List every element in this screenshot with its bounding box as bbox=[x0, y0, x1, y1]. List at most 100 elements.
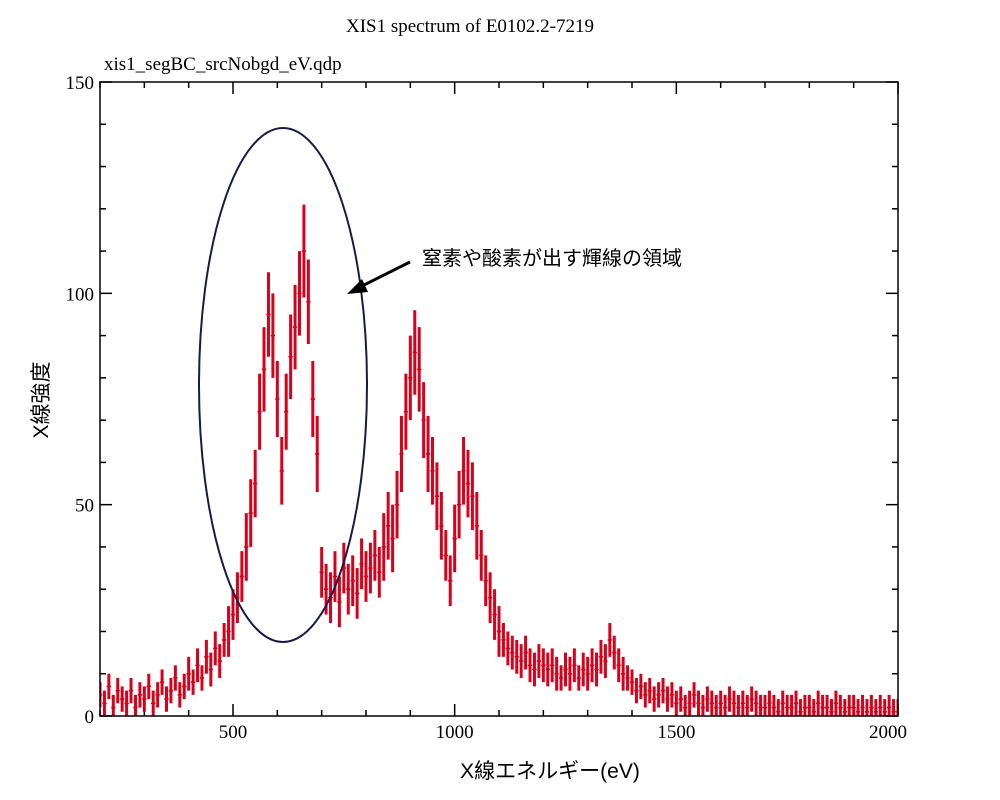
data-point bbox=[869, 694, 874, 716]
data-point bbox=[266, 272, 271, 357]
x-axis-label: X線エネルギー(eV) bbox=[460, 760, 640, 783]
data-point bbox=[767, 690, 772, 716]
data-point bbox=[598, 639, 604, 674]
data-point bbox=[745, 694, 750, 716]
data-point bbox=[133, 694, 138, 716]
data-point bbox=[119, 686, 125, 712]
data-point bbox=[115, 677, 120, 704]
data-point bbox=[257, 373, 262, 450]
data-point bbox=[283, 373, 289, 450]
data-point bbox=[864, 699, 870, 716]
data-point bbox=[585, 656, 590, 691]
data-point bbox=[137, 682, 143, 708]
data-point bbox=[399, 415, 404, 492]
data-point bbox=[833, 690, 839, 716]
data-point bbox=[346, 563, 351, 615]
data-points bbox=[100, 204, 898, 716]
data-point bbox=[372, 530, 378, 581]
data-point bbox=[536, 644, 542, 678]
data-point bbox=[421, 382, 426, 459]
data-point bbox=[430, 437, 435, 505]
data-point bbox=[213, 631, 218, 666]
y-tick-label: 100 bbox=[66, 284, 95, 305]
data-point bbox=[811, 699, 816, 716]
data-point bbox=[394, 470, 400, 539]
x-tick-label: 2000 bbox=[869, 722, 907, 743]
data-point bbox=[425, 415, 431, 492]
data-point bbox=[576, 665, 582, 691]
data-point bbox=[860, 694, 865, 716]
data-point bbox=[824, 694, 830, 716]
data-point bbox=[146, 673, 151, 700]
data-point bbox=[173, 665, 178, 691]
data-point bbox=[873, 699, 879, 716]
data-point bbox=[439, 491, 444, 560]
data-point bbox=[150, 690, 156, 716]
data-point bbox=[696, 690, 701, 716]
data-point bbox=[616, 648, 621, 683]
x-tick-label: 1000 bbox=[436, 722, 474, 743]
data-point bbox=[128, 677, 134, 704]
data-point bbox=[301, 204, 307, 298]
data-point bbox=[487, 572, 493, 624]
data-point bbox=[408, 335, 413, 421]
data-point bbox=[492, 589, 497, 640]
data-point bbox=[549, 648, 555, 683]
data-point bbox=[381, 513, 386, 581]
data-point bbox=[665, 686, 670, 712]
data-point bbox=[674, 690, 679, 716]
chart-title: XIS1 spectrum of E0102.2-7219 bbox=[346, 16, 594, 37]
data-point bbox=[354, 568, 360, 619]
data-point bbox=[687, 690, 692, 716]
data-point bbox=[678, 686, 683, 712]
data-point bbox=[434, 462, 440, 531]
data-point bbox=[740, 690, 746, 716]
data-point bbox=[731, 690, 737, 716]
data-point bbox=[483, 555, 488, 607]
data-point bbox=[691, 682, 697, 708]
data-point bbox=[102, 690, 107, 716]
data-point bbox=[288, 314, 293, 399]
data-point bbox=[882, 699, 887, 716]
data-point bbox=[651, 686, 657, 712]
data-point bbox=[603, 644, 608, 678]
x-tick-label: 500 bbox=[219, 722, 248, 743]
data-point bbox=[722, 694, 728, 716]
data-point bbox=[581, 652, 586, 687]
data-point bbox=[310, 360, 316, 438]
data-point bbox=[332, 551, 338, 602]
data-point bbox=[501, 623, 506, 657]
data-point bbox=[221, 623, 227, 657]
data-point bbox=[443, 530, 449, 581]
data-point bbox=[177, 682, 183, 708]
data-point bbox=[798, 699, 803, 716]
data-point bbox=[638, 673, 644, 700]
data-point bbox=[625, 665, 630, 691]
data-point bbox=[660, 677, 666, 704]
data-point bbox=[727, 686, 732, 712]
data-point bbox=[292, 284, 298, 370]
data-point bbox=[505, 631, 511, 666]
data-point bbox=[842, 699, 848, 716]
data-point bbox=[705, 686, 710, 712]
data-point bbox=[448, 555, 453, 607]
data-point bbox=[106, 673, 112, 700]
data-point bbox=[155, 682, 160, 708]
annotation-text: 窒素や酸素が出す輝線の領域 bbox=[422, 247, 682, 270]
data-point bbox=[337, 576, 342, 628]
data-point bbox=[793, 690, 799, 716]
data-point bbox=[589, 648, 595, 683]
data-point bbox=[532, 652, 537, 687]
data-point bbox=[261, 327, 267, 412]
data-point bbox=[452, 504, 457, 573]
data-point bbox=[545, 652, 550, 687]
data-point bbox=[368, 542, 373, 594]
tick-labels: 500 1000 1500 2000 0 50 100 150 bbox=[66, 73, 908, 743]
data-point bbox=[461, 437, 466, 505]
data-point bbox=[252, 449, 258, 518]
data-point bbox=[682, 694, 688, 716]
data-point bbox=[634, 677, 639, 704]
data-point bbox=[297, 251, 302, 336]
x-tick-label: 1500 bbox=[657, 722, 695, 743]
